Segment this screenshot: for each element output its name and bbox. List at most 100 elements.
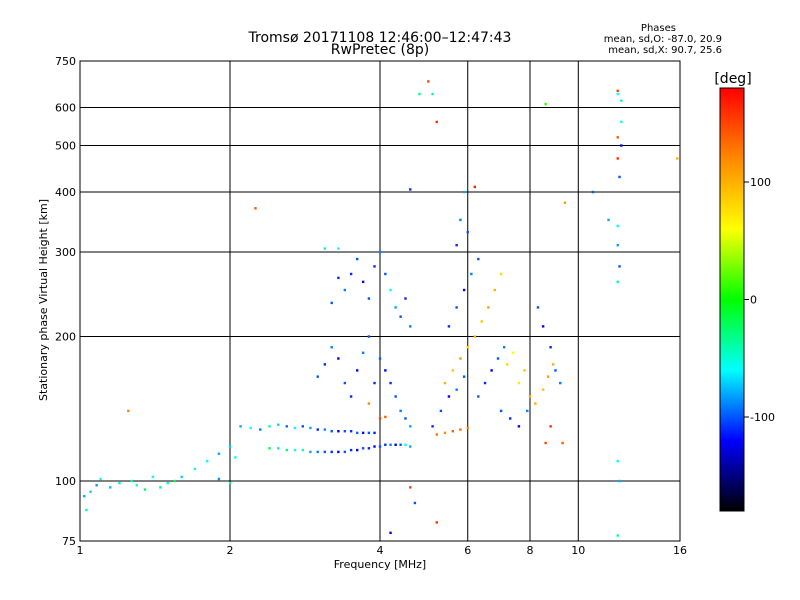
data-point [361,431,365,435]
data-point [466,346,469,349]
data-point [399,443,402,446]
data-point [277,447,280,450]
data-point [378,417,382,420]
data-point [343,450,347,454]
data-point [373,431,376,435]
data-point [83,494,86,498]
data-point [285,425,288,428]
data-point [268,447,271,450]
x-tick-label: 2 [227,544,234,557]
data-point [135,484,138,487]
data-point [337,430,340,433]
data-points [83,80,679,537]
colorbar-ticks: 100 0 -100 [744,176,775,424]
data-point [607,218,610,222]
data-point [309,426,312,430]
data-point [316,450,319,454]
data-point [323,247,327,250]
data-point [349,272,353,276]
colorbar-label: [deg] [714,71,751,87]
data-point [409,188,412,191]
data-point [616,459,619,463]
data-point [389,443,392,446]
chart-subtitle: RwPretec (8p) [331,42,429,58]
data-point [517,425,521,428]
phase-stats-o: mean, sd,O: -87.0, 20.9 [604,34,722,45]
data-point [355,431,359,435]
data-point [431,92,434,96]
data-point [355,369,359,372]
data-point [389,531,392,535]
data-point [143,488,147,491]
data-point [455,388,458,391]
data-point [477,257,480,261]
colorbar-tick-label: -100 [750,411,775,424]
data-point [127,409,130,413]
y-tick-label: 400 [55,186,76,199]
data-point [427,80,430,83]
data-point [549,346,552,349]
data-point [399,409,402,413]
data-point [205,459,209,463]
data-point [459,218,462,222]
y-axis-label: Stationary phase Virtual Height [km] [37,199,50,401]
data-point [330,301,333,305]
data-point [343,381,347,385]
data-point [496,357,500,360]
data-point [228,481,232,485]
colorbar-tick-label: 0 [750,294,757,307]
data-point [254,207,257,210]
data-point [487,306,490,309]
data-point [455,243,458,247]
data-point [277,423,280,426]
data-point [413,501,417,505]
data-point [435,120,438,124]
data-point [549,425,552,428]
phase-stats-x: mean, sd,X: 90.7, 25.6 [608,45,722,56]
data-point [173,479,177,483]
data-point [367,335,371,338]
data-point [166,481,169,485]
data-point [523,369,526,372]
data-point [409,486,412,489]
data-point [546,375,550,378]
data-point [409,425,412,428]
data-point [151,475,155,479]
data-point [544,102,547,106]
data-point [526,409,529,413]
data-point [459,357,462,360]
data-point [323,363,327,366]
data-point [616,157,619,160]
data-point [544,441,547,445]
data-point [234,456,237,459]
data-point [455,306,458,309]
data-point [323,428,327,431]
y-tick-labels: 75 100 200 300 400 500 600 750 [55,55,76,548]
data-point [384,415,387,419]
data-point [118,481,121,485]
data-point [378,250,382,254]
data-point [343,288,347,292]
data-point [483,381,487,385]
data-point [541,325,545,328]
data-point [361,447,365,450]
data-point [355,448,359,452]
data-point [435,521,438,524]
data-point [616,224,619,228]
data-point [493,288,497,292]
data-point [384,369,387,372]
data-point [378,445,382,448]
data-point [130,479,133,483]
data-point [616,89,619,93]
data-point [384,443,387,446]
data-point [367,447,371,450]
data-point [330,430,333,433]
data-point [285,448,288,452]
data-point [499,272,503,276]
data-point [330,346,333,349]
y-tick-label: 500 [55,140,76,153]
x-tick-label: 1 [77,544,84,557]
y-tick-label: 75 [62,535,76,548]
data-point [99,477,102,481]
data-point [462,375,466,378]
